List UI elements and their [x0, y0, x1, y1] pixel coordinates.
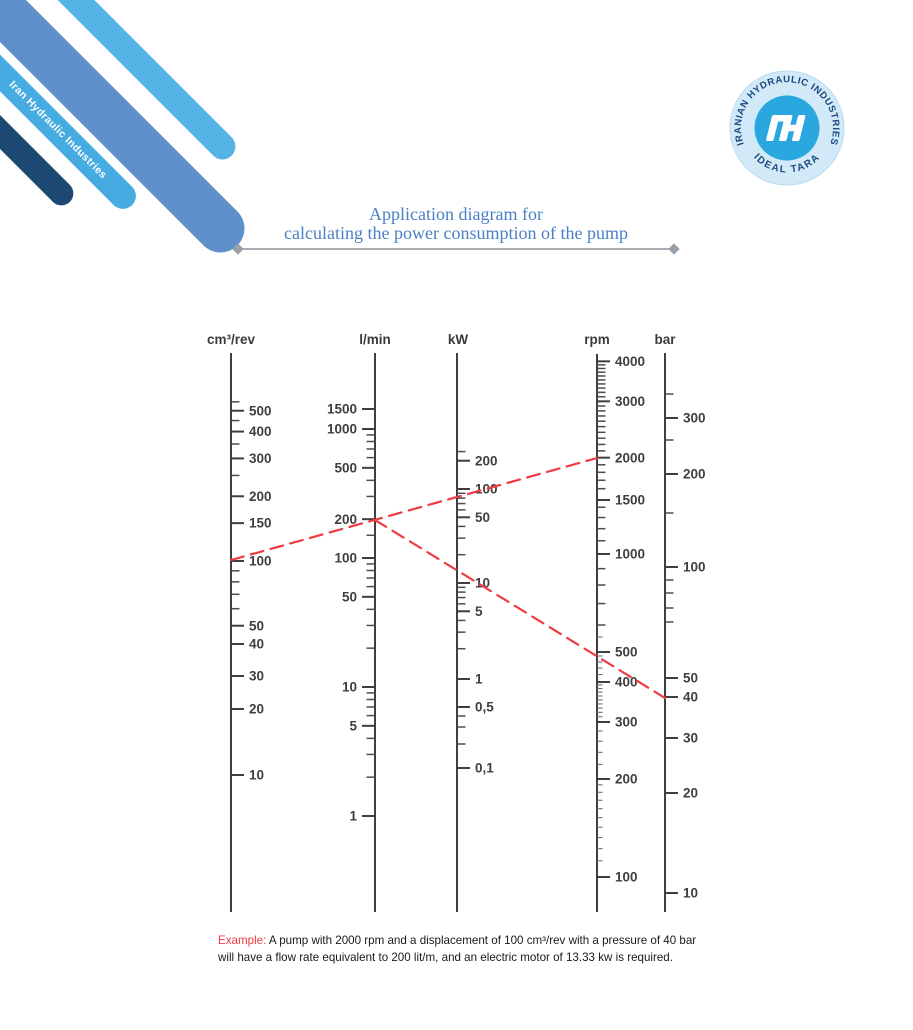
tick-label-pressure-10: 10: [683, 886, 698, 901]
tick-label-power-1: 1: [475, 672, 483, 687]
axis-unit-speed: rpm: [584, 332, 610, 347]
tick-label-speed-3000: 3000: [615, 394, 645, 409]
tick-label-speed-400: 400: [615, 675, 638, 690]
tick-label-pressure-20: 20: [683, 786, 698, 801]
tick-label-pressure-40: 40: [683, 690, 698, 705]
tick-label-pressure-100: 100: [683, 560, 706, 575]
tick-label-speed-1000: 1000: [615, 547, 645, 562]
tick-label-power-200: 200: [475, 453, 498, 468]
tick-label-power-5: 5: [475, 604, 483, 619]
tick-label-speed-500: 500: [615, 645, 638, 660]
tick-label-speed-100: 100: [615, 870, 638, 885]
tick-label-speed-2000: 2000: [615, 450, 645, 465]
tick-label-flow-1500: 1500: [327, 402, 357, 417]
example-note: Example: A pump with 2000 rpm and a disp…: [218, 932, 738, 966]
tick-label-power-50: 50: [475, 510, 490, 525]
page-title: Application diagram for calculating the …: [233, 205, 679, 243]
tick-label-speed-1500: 1500: [615, 493, 645, 508]
example-text-line2: will have a flow rate equivalent to 200 …: [218, 951, 673, 964]
page-title-line2: calculating the power consumption of the…: [284, 223, 628, 243]
tick-label-pressure-200: 200: [683, 467, 706, 482]
axis-unit-power: kW: [447, 332, 469, 347]
tick-label-displacement-30: 30: [249, 669, 264, 684]
page-title-line1: Application diagram for: [369, 204, 543, 224]
tick-label-pressure-50: 50: [683, 671, 698, 686]
tick-label-speed-200: 200: [615, 772, 638, 787]
tick-label-displacement-10: 10: [249, 768, 264, 783]
tick-label-displacement-500: 500: [249, 403, 272, 418]
axis-unit-pressure: bar: [654, 332, 676, 347]
title-divider: [240, 248, 670, 250]
tick-label-displacement-300: 300: [249, 451, 272, 466]
tick-label-power-0,1: 0,1: [475, 761, 494, 776]
tick-label-displacement-50: 50: [249, 618, 264, 633]
tick-label-displacement-200: 200: [249, 489, 272, 504]
tick-label-flow-100: 100: [334, 551, 357, 566]
tick-label-pressure-30: 30: [683, 731, 698, 746]
example-text-line1: A pump with 2000 rpm and a displacement …: [266, 934, 697, 947]
tick-label-displacement-400: 400: [249, 424, 272, 439]
tick-label-flow-500: 500: [334, 460, 357, 475]
example-line-displacement-to-speed: [229, 456, 599, 562]
tick-label-displacement-20: 20: [249, 702, 264, 717]
example-label: Example:: [218, 934, 267, 947]
company-logo: IRANIAN HYDRAULIC INDUSTRIES IDEAL TARA: [729, 70, 845, 186]
tick-label-speed-4000: 4000: [615, 354, 645, 369]
tick-label-displacement-100: 100: [249, 554, 272, 569]
tick-label-power-10: 10: [475, 576, 490, 591]
tick-label-displacement-150: 150: [249, 516, 272, 531]
tick-label-flow-200: 200: [334, 512, 357, 527]
tick-label-flow-1: 1: [349, 809, 357, 824]
axis-unit-flow: l/min: [359, 332, 391, 347]
logo-monogram-icon: [766, 115, 806, 141]
tick-label-speed-300: 300: [615, 715, 638, 730]
axis-unit-displacement: cm³/rev: [206, 332, 256, 347]
example-line-flow-to-pressure: [373, 518, 667, 700]
tick-label-power-0,5: 0,5: [475, 700, 494, 715]
tick-label-flow-1000: 1000: [327, 422, 357, 437]
tick-label-pressure-300: 300: [683, 411, 706, 426]
tick-label-flow-50: 50: [342, 589, 357, 604]
tick-label-power-100: 100: [475, 482, 498, 497]
tick-label-flow-5: 5: [349, 718, 357, 733]
tick-label-flow-10: 10: [342, 680, 357, 695]
tick-label-displacement-40: 40: [249, 637, 264, 652]
